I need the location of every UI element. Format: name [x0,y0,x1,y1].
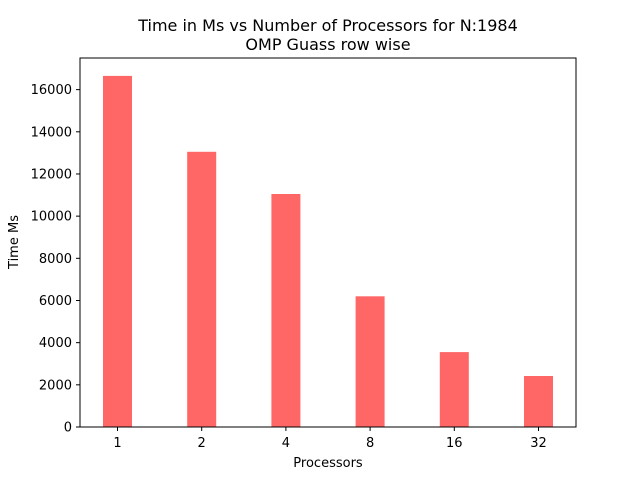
y-tick-label: 12000 [31,167,72,182]
y-axis-ticks: 0 2000 4000 6000 8000 10000 12000 14000 16000 [31,83,80,436]
y-tick-label: 8000 [39,252,72,267]
y-tick-label: 0 [64,421,72,436]
plot-frame [79,57,577,428]
x-axis-label: Processors [293,456,363,471]
chart-subtitle: OMP Guass row wise [245,35,410,54]
chart-title: Time in Ms vs Number of Processors for N… [137,16,518,35]
x-tick-label: 4 [282,436,290,451]
y-tick-label: 10000 [31,210,72,225]
bar-32 [524,376,553,427]
x-tick-label: 16 [446,436,463,451]
bar-1 [103,75,132,428]
bar-4 [271,194,301,427]
bars-group [103,75,553,428]
y-tick-label: 16000 [31,83,72,98]
x-tick-label: 32 [530,436,547,451]
bar-2 [187,151,217,428]
y-tick-label: 2000 [39,378,72,393]
y-tick-label: 14000 [31,125,72,140]
x-tick-label: 1 [113,436,121,451]
x-tick-label: 8 [366,436,374,451]
y-axis-label: Time Ms [7,215,22,270]
x-axis-ticks: 1 2 4 8 16 32 [113,427,547,451]
y-tick-label: 4000 [39,336,72,351]
y-tick-label: 6000 [39,294,72,309]
x-tick-label: 2 [198,436,206,451]
bar-8 [355,296,385,427]
bar-16 [439,352,469,427]
